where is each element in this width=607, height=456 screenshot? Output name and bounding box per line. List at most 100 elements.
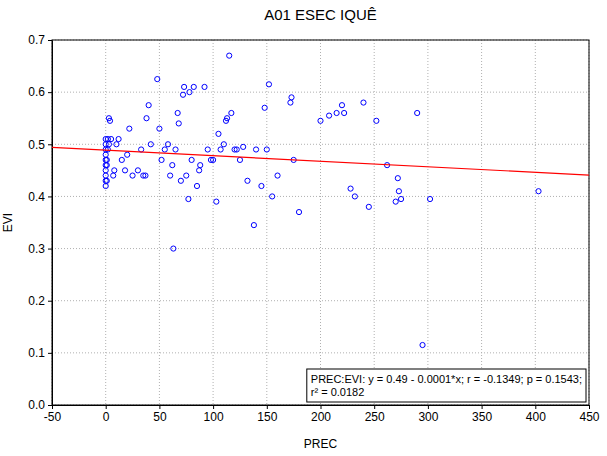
grid-line-x — [320, 40, 321, 405]
tick: 450 — [579, 405, 599, 424]
tick: -50 — [44, 405, 62, 424]
point — [326, 113, 331, 118]
x-axis-title: PREC — [304, 437, 338, 451]
point — [234, 147, 239, 152]
grid-line-x — [427, 40, 428, 405]
point — [366, 204, 371, 209]
tick-mark — [48, 405, 52, 406]
point — [176, 121, 181, 126]
point — [184, 173, 189, 178]
tick: 0.5 — [28, 138, 52, 152]
point — [111, 173, 116, 178]
x-axis: -50050100150200250300350400450 — [44, 405, 600, 424]
point — [125, 152, 130, 157]
point — [211, 157, 216, 162]
point — [144, 116, 149, 121]
tick-label: 250 — [365, 410, 385, 424]
point — [264, 147, 269, 152]
annotation-text: PREC:EVI: y = 0.49 - 0.0001*x; r = -0.13… — [311, 373, 582, 385]
point — [173, 147, 178, 152]
point — [189, 157, 194, 162]
tick: 250 — [365, 405, 385, 424]
tick-mark — [48, 301, 52, 302]
grid-line-x — [266, 40, 267, 405]
point — [270, 194, 275, 199]
point — [296, 209, 301, 214]
tick-label: 0.5 — [28, 138, 45, 152]
tick-mark — [535, 405, 536, 409]
tick: 0.2 — [28, 294, 52, 308]
point — [127, 126, 132, 131]
point — [237, 157, 242, 162]
point — [135, 168, 140, 173]
point — [191, 84, 196, 89]
point — [427, 196, 432, 201]
point — [262, 105, 267, 110]
tick-label: 0.2 — [28, 294, 45, 308]
tick-label: 200 — [311, 410, 331, 424]
point — [251, 223, 256, 228]
point — [170, 163, 175, 168]
tick: 0.4 — [28, 190, 52, 204]
point — [318, 118, 323, 123]
grid-line-x — [535, 40, 536, 405]
grid-line-y — [52, 196, 589, 197]
point — [288, 100, 293, 105]
point — [334, 110, 339, 115]
marks — [52, 53, 589, 348]
point — [112, 168, 117, 173]
tick-mark — [48, 353, 52, 354]
point — [178, 178, 183, 183]
tick-label: 0.6 — [28, 85, 45, 99]
point — [155, 77, 160, 82]
tick-label: 0.7 — [28, 33, 45, 47]
point — [289, 95, 294, 100]
point — [420, 342, 425, 347]
tick: 400 — [526, 405, 546, 424]
grid-line-x — [213, 40, 214, 405]
point — [415, 110, 420, 115]
point — [157, 126, 162, 131]
tick-label: 0.1 — [28, 346, 45, 360]
point — [221, 142, 226, 147]
point — [114, 142, 119, 147]
grid-line-y — [52, 300, 589, 301]
point — [182, 84, 187, 89]
tick: 0.0 — [28, 398, 52, 412]
point — [241, 144, 246, 149]
tick: 0.3 — [28, 242, 52, 256]
point — [216, 131, 221, 136]
point — [103, 183, 108, 188]
point — [119, 157, 124, 162]
point — [168, 173, 173, 178]
tick: 300 — [418, 405, 438, 424]
tick-mark — [48, 92, 52, 93]
point — [342, 110, 347, 115]
point — [122, 168, 127, 173]
title: A01 ESEC IQUÊ — [264, 6, 377, 23]
tick-mark — [52, 405, 53, 409]
tick-label: 300 — [418, 410, 438, 424]
point — [348, 186, 353, 191]
point — [227, 53, 232, 58]
point — [148, 142, 153, 147]
grid-line-y — [52, 144, 589, 145]
trend-line — [52, 147, 589, 175]
tick-mark — [482, 405, 483, 409]
point — [259, 183, 264, 188]
point — [106, 142, 111, 147]
point — [116, 136, 121, 141]
point — [197, 168, 202, 173]
tick-mark — [267, 405, 268, 409]
tick-label: -50 — [44, 410, 62, 424]
point — [130, 173, 135, 178]
chart: -500501001502002503003504004500.00.10.20… — [0, 0, 607, 456]
annotation-box — [307, 369, 586, 402]
point — [352, 194, 357, 199]
tick-mark — [48, 196, 52, 197]
annotation-text: r² = 0.0182 — [311, 386, 365, 398]
point — [103, 168, 108, 173]
tick-mark — [106, 405, 107, 409]
tick-mark — [374, 405, 375, 409]
tick-label: 450 — [579, 410, 599, 424]
